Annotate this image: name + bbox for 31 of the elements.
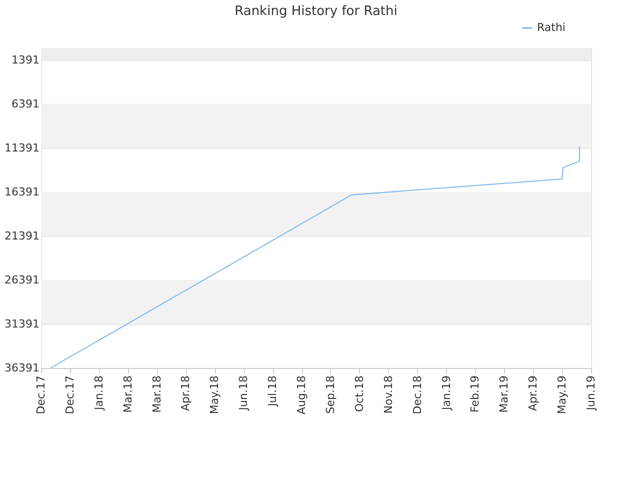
y-tick-label: 36391 xyxy=(4,362,40,374)
x-tick-label: Jul.18 xyxy=(266,376,280,408)
y-tick-label: 26391 xyxy=(4,274,40,287)
x-tick-label: May.18 xyxy=(208,376,222,414)
x-tick-label: Dec.17 xyxy=(63,376,76,414)
chart-title: Ranking History for Rathi xyxy=(234,4,398,19)
y-tick-label: 16391 xyxy=(4,186,40,199)
x-tick-label: Apr.19 xyxy=(526,376,540,412)
y-tick-label: 6391 xyxy=(12,98,40,111)
x-tick-label: Mar.19 xyxy=(498,376,511,413)
x-tick-label: Sep.18 xyxy=(324,376,337,414)
line-series xyxy=(50,146,580,368)
x-tick-label: Dec.17 xyxy=(34,376,48,414)
x-tick-label: Aug.18 xyxy=(295,376,308,414)
y-tick-label: 11391 xyxy=(4,142,40,155)
x-tick-label: Mar.18 xyxy=(121,376,134,413)
x-tick-label: Jun.19 xyxy=(584,376,598,412)
x-tick-label: May.19 xyxy=(556,376,569,414)
x-tick-label: Jan.19 xyxy=(440,376,453,411)
y-tick-label: 31391 xyxy=(4,318,40,331)
x-tick-label: Feb.19 xyxy=(468,376,482,412)
x-tick-label: Nov.18 xyxy=(382,376,395,414)
legend-label: Rathi xyxy=(537,21,566,34)
x-tick-label: Oct.18 xyxy=(352,376,366,412)
x-tick-label: Mar.18 xyxy=(150,376,164,413)
y-tick-label: 21391 xyxy=(4,230,40,243)
x-tick-label: Apr.18 xyxy=(179,376,192,412)
x-tick-label: Jun.18 xyxy=(237,376,250,412)
y-tick-label: 1391 xyxy=(12,54,40,67)
x-tick-label: Jan.18 xyxy=(92,376,106,411)
x-tick-label: Dec.18 xyxy=(410,376,424,414)
